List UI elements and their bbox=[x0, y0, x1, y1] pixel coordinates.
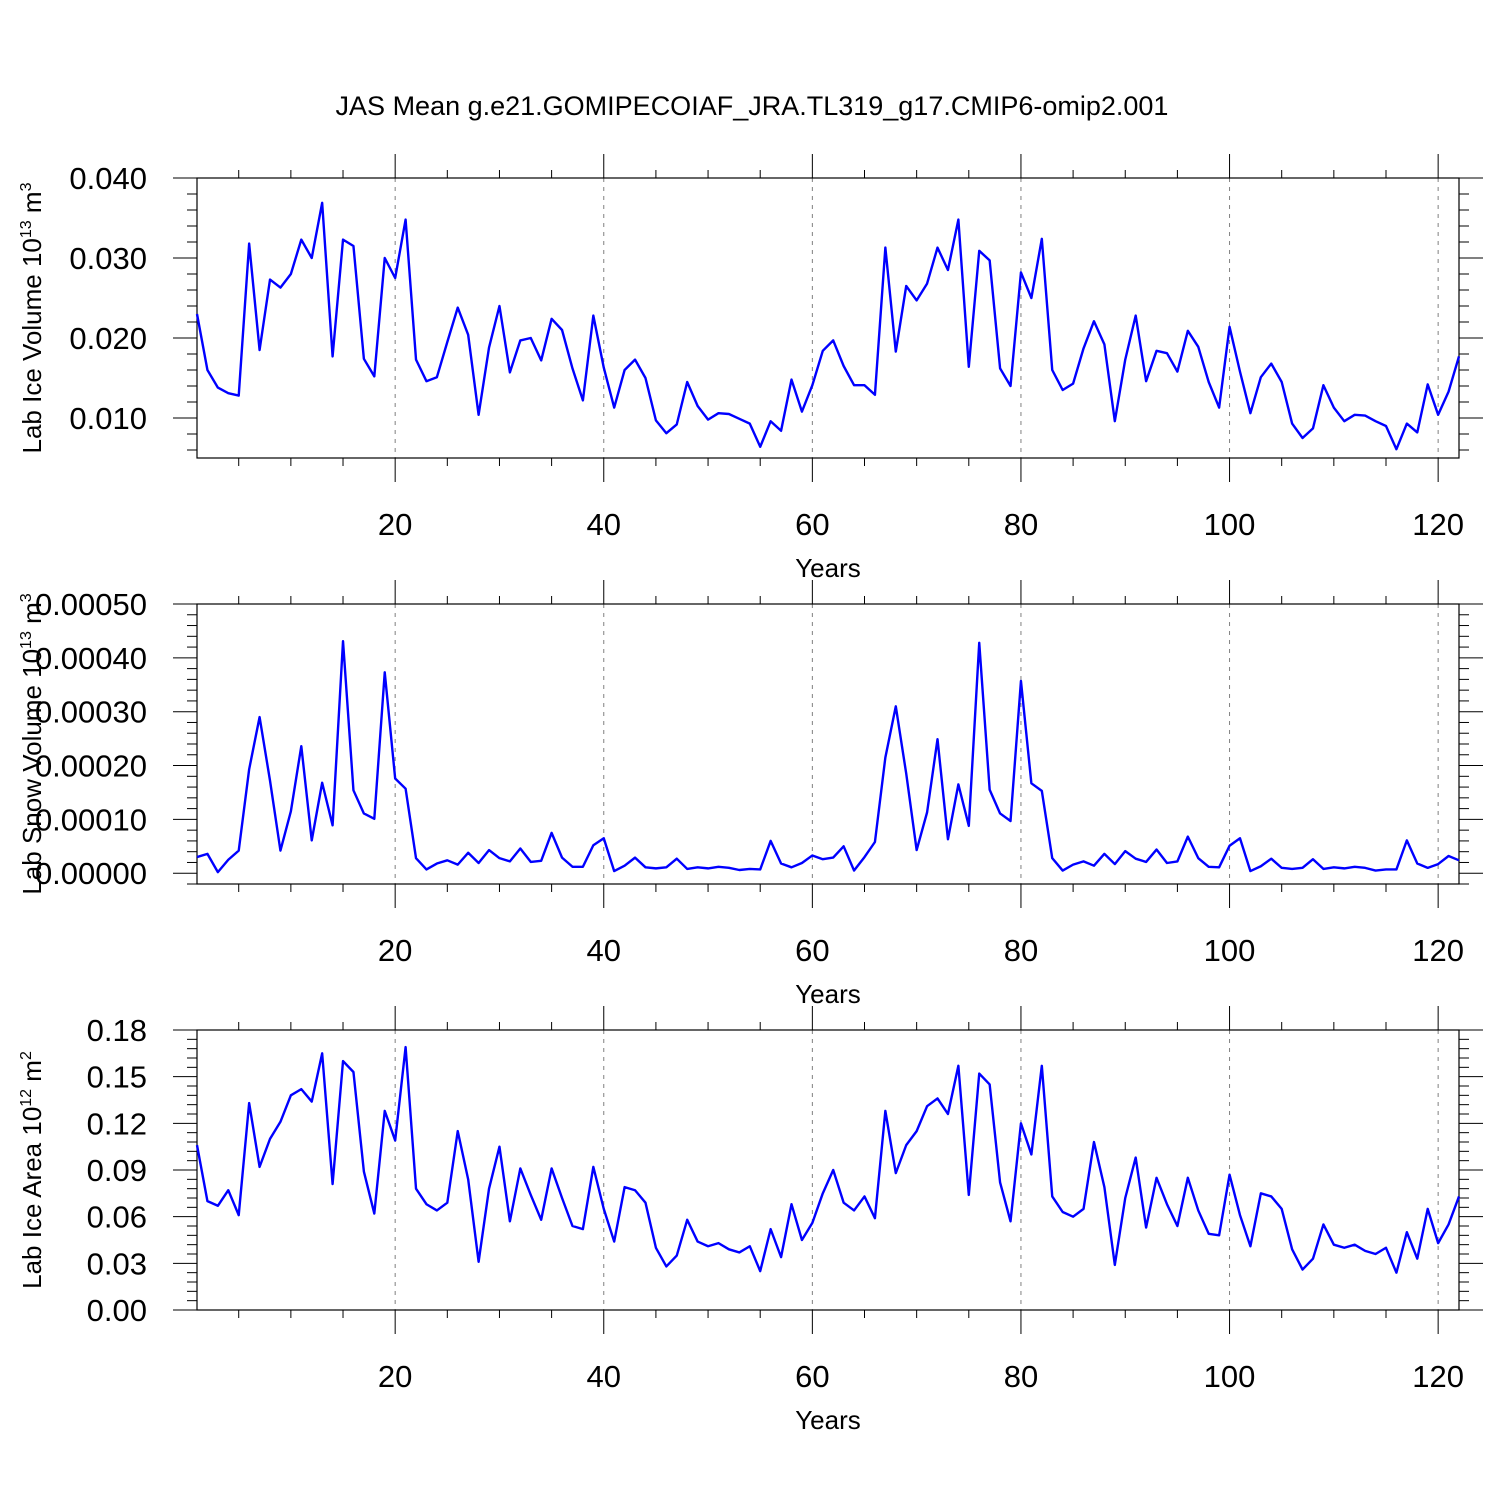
x-tick-label: 40 bbox=[587, 507, 621, 542]
x-tick-label: 40 bbox=[587, 1359, 621, 1394]
x-axis-label: Years bbox=[795, 553, 861, 583]
series-line bbox=[195, 201, 1461, 451]
y-tick-label: 0.00000 bbox=[35, 856, 147, 891]
y-tick-label: 0.040 bbox=[69, 161, 147, 196]
x-tick-label: 60 bbox=[795, 1359, 829, 1394]
y-tick-label: 0.00040 bbox=[35, 641, 147, 676]
y-tick-label: 0.03 bbox=[87, 1246, 147, 1281]
x-tick-label: 120 bbox=[1412, 507, 1464, 542]
panel-2: 20 40 60 80 100 120 0.00000 0.00010 0.00020 0.000… bbox=[17, 580, 1483, 1009]
y-axis-label: Lab Ice Area 1012 m2 bbox=[17, 1051, 47, 1289]
y-tick-label: 0.00 bbox=[87, 1293, 147, 1328]
x-tick-label: 100 bbox=[1204, 507, 1256, 542]
y-tick-label: 0.09 bbox=[87, 1153, 147, 1188]
y-tick-label: 0.010 bbox=[69, 401, 147, 436]
y-tick-label: 0.00050 bbox=[35, 587, 147, 622]
y-tick-label: 0.12 bbox=[87, 1106, 147, 1141]
x-tick-label: 100 bbox=[1204, 933, 1256, 968]
x-tick-label: 120 bbox=[1412, 1359, 1464, 1394]
y-tick-label: 0.15 bbox=[87, 1060, 147, 1095]
y-tick-label: 0.00030 bbox=[35, 695, 147, 730]
x-tick-label: 40 bbox=[587, 933, 621, 968]
y-axis-label: Lab Ice Volume 1013 m3 bbox=[17, 182, 47, 453]
y-tick-label: 0.00020 bbox=[35, 749, 147, 784]
x-tick-label: 20 bbox=[378, 1359, 412, 1394]
y-tick-label: 0.030 bbox=[69, 241, 147, 276]
panel-1: 20 40 60 80 100 120 0.010 0.020 0.030 0.040 Years L… bbox=[17, 154, 1483, 583]
x-axis-label: Years bbox=[795, 979, 861, 1009]
x-tick-label: 20 bbox=[378, 933, 412, 968]
x-axis-label: Years bbox=[795, 1405, 861, 1435]
panel-3: 20 40 60 80 100 120 0.00 0.03 0.06 0.09 0.12 0.15 0.… bbox=[17, 1006, 1483, 1435]
y-tick-label: 0.00010 bbox=[35, 802, 147, 837]
x-tick-label: 120 bbox=[1412, 933, 1464, 968]
x-tick-label: 80 bbox=[1004, 933, 1038, 968]
x-tick-label: 100 bbox=[1204, 1359, 1256, 1394]
x-tick-label: 60 bbox=[795, 933, 829, 968]
y-tick-label: 0.020 bbox=[69, 321, 147, 356]
x-tick-label: 80 bbox=[1004, 507, 1038, 542]
y-tick-label: 0.18 bbox=[87, 1013, 147, 1048]
plot-frame bbox=[196, 1029, 1460, 1311]
x-tick-label: 60 bbox=[795, 507, 829, 542]
plot-frame bbox=[196, 177, 1460, 459]
series-line bbox=[195, 1045, 1461, 1274]
x-tick-label: 80 bbox=[1004, 1359, 1038, 1394]
plot-frame bbox=[196, 603, 1460, 885]
series-line bbox=[196, 639, 1460, 874]
y-tick-label: 0.06 bbox=[87, 1200, 147, 1235]
chart-title: JAS Mean g.e21.GOMIPECOIAF_JRA.TL319_g17… bbox=[336, 91, 1169, 121]
y-axis-label: Lab Snow Volume 1013 m3 bbox=[17, 593, 47, 894]
x-tick-label: 20 bbox=[378, 507, 412, 542]
